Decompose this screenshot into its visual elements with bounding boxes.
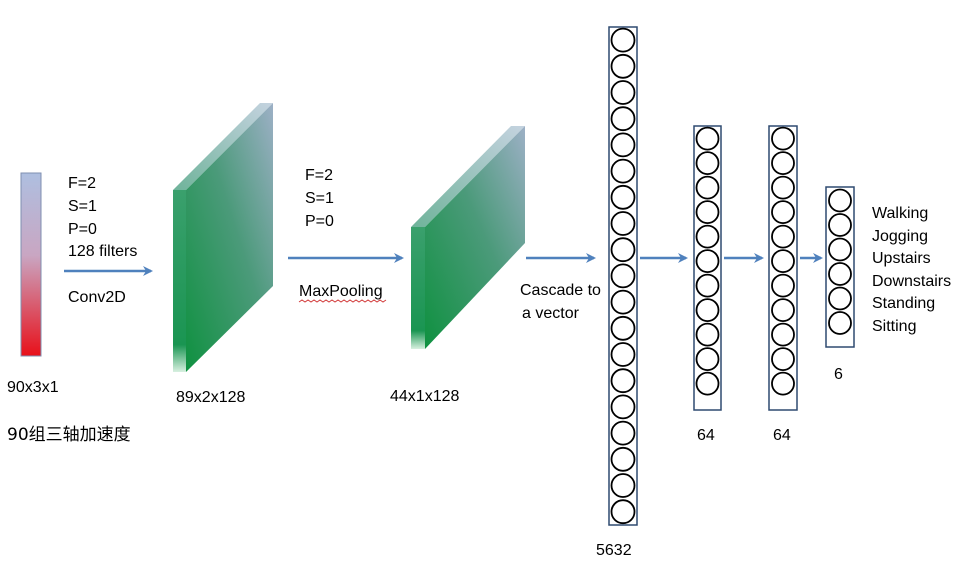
neuron-node [828, 237, 852, 262]
pool-block-face [425, 126, 525, 349]
conv-output-shape-label: 89x2x128 [176, 389, 245, 406]
neuron-node [695, 347, 720, 372]
neuron-node [828, 311, 852, 335]
output-size-label: 6 [834, 366, 843, 383]
class-label-downstairs: Downstairs [872, 273, 951, 290]
class-label-jogging: Jogging [872, 228, 928, 245]
neuron-node [610, 342, 636, 367]
neuron-node [771, 371, 795, 396]
conv-name-label: Conv2D [68, 289, 126, 306]
pool-params: F=2 S=1 P=0 [305, 167, 334, 230]
neuron-node [610, 158, 636, 184]
pool-param-filter: F=2 [305, 167, 333, 184]
conv-param-stride: S=1 [68, 198, 97, 215]
neuron-node [610, 53, 636, 79]
dense1-column [693, 125, 722, 411]
neuron-node [771, 126, 795, 151]
neuron-node [695, 224, 720, 249]
neuron-node [828, 286, 852, 311]
pool-block-top [411, 126, 525, 227]
neuron-node [610, 184, 636, 210]
spellcheck-underline [298, 299, 387, 303]
neuron-node [771, 175, 795, 200]
neuron-node [771, 200, 795, 225]
neuron-node [695, 151, 720, 176]
neuron-node [695, 298, 720, 323]
neuron-node [610, 446, 636, 472]
neuron-node [695, 175, 720, 200]
pool-name-label: MaxPooling [299, 283, 383, 300]
conv-block-face [186, 103, 273, 372]
class-label-upstairs: Upstairs [872, 250, 931, 267]
conv-block-top [173, 103, 273, 190]
neuron-node [828, 213, 852, 237]
class-label-walking: Walking [872, 205, 928, 222]
neuron-node [695, 273, 720, 298]
flatten-label-line2: a vector [522, 305, 580, 322]
neuron-node [610, 211, 636, 236]
neuron-node [610, 106, 636, 132]
dense1-nodes [695, 126, 720, 396]
neuron-node [610, 132, 636, 158]
neuron-node [610, 315, 636, 341]
pool-block-side [411, 227, 425, 349]
neuron-node [828, 188, 852, 213]
neuron-node [695, 371, 720, 396]
neuron-node [610, 499, 636, 525]
neuron-node [610, 289, 636, 315]
pool-param-padding: P=0 [305, 213, 334, 230]
input-description-label: 90组三轴加速度 [7, 425, 131, 445]
neuron-node [771, 224, 795, 249]
neuron-node [610, 368, 636, 394]
conv-param-filter: F=2 [68, 175, 96, 192]
neuron-node [695, 249, 720, 274]
neuron-node [695, 126, 720, 151]
conv-param-padding: P=0 [68, 221, 97, 238]
neuron-node [610, 80, 636, 105]
output-nodes [828, 188, 852, 335]
flatten-nodes [610, 27, 636, 525]
class-label-sitting: Sitting [872, 318, 916, 335]
input-shape-label: 90x3x1 [7, 379, 59, 396]
neuron-node [771, 347, 795, 372]
neuron-node [695, 322, 720, 347]
neuron-node [610, 237, 636, 263]
flatten-vector-column [608, 26, 638, 526]
dense2-nodes [771, 126, 795, 396]
conv-param-filters: 128 filters [68, 243, 137, 260]
neuron-node [610, 420, 636, 446]
flatten-size-label: 5632 [596, 542, 632, 559]
input-bar [20, 172, 42, 357]
conv-output-block [173, 103, 273, 372]
neuron-node [610, 394, 636, 420]
neuron-node [610, 473, 636, 498]
pool-param-stride: S=1 [305, 190, 334, 207]
conv-block-side [173, 190, 186, 372]
pool-output-shape-label: 44x1x128 [390, 388, 459, 405]
dense1-size-label: 64 [697, 427, 715, 444]
conv-params: F=2 S=1 P=0 128 filters [68, 175, 137, 260]
output-class-labels: Walking Jogging Upstairs Downstairs Stan… [872, 205, 951, 335]
dense2-column [768, 125, 798, 411]
neuron-node [771, 151, 795, 176]
neuron-node [771, 273, 795, 298]
neuron-node [610, 27, 636, 53]
neuron-node [771, 298, 795, 323]
output-column [825, 186, 855, 348]
neuron-node [695, 200, 720, 225]
pool-output-block [411, 126, 525, 349]
dense2-size-label: 64 [773, 427, 791, 444]
neuron-node [771, 249, 795, 274]
flatten-label-line1: Cascade to [520, 282, 601, 299]
neuron-node [610, 263, 636, 289]
neuron-node [771, 322, 795, 347]
class-label-standing: Standing [872, 295, 935, 312]
neuron-node [828, 262, 852, 286]
